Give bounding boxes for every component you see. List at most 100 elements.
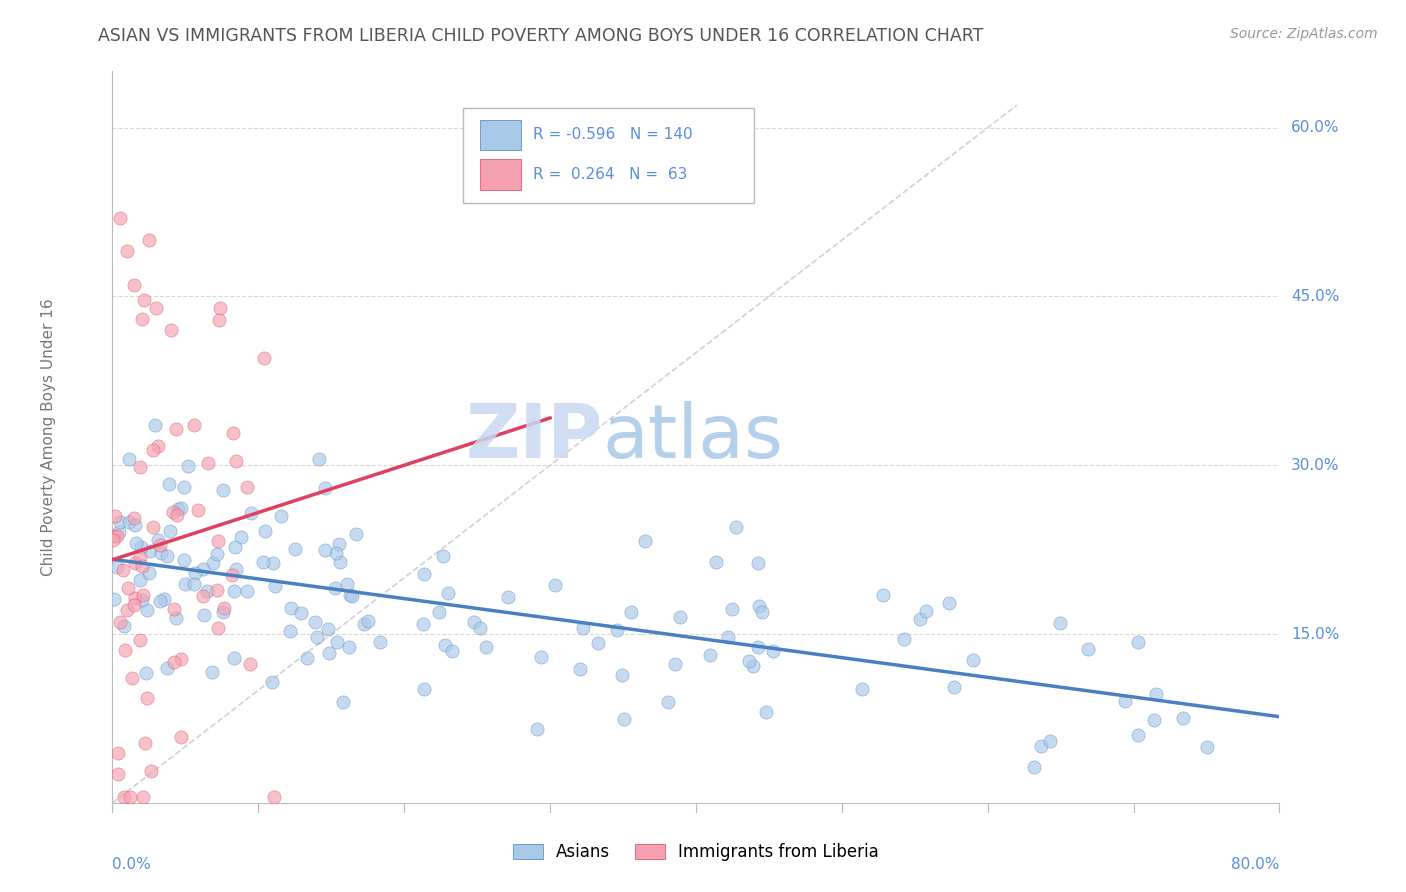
Point: [468, 621, 491, 635]
Point: [170, 500, 193, 515]
Point: [229, 530, 252, 544]
Point: [122, 511, 145, 525]
Text: atlas: atlas: [603, 401, 783, 474]
Point: [1029, 739, 1052, 753]
Point: [149, 594, 172, 608]
Point: [114, 643, 136, 657]
Point: [657, 695, 679, 709]
Point: [224, 583, 246, 598]
Text: Child Poverty Among Boys Under 16: Child Poverty Among Boys Under 16: [41, 298, 56, 576]
Text: 30.0%: 30.0%: [1291, 458, 1340, 473]
Point: [129, 549, 152, 564]
Point: [716, 631, 738, 645]
Point: [221, 568, 243, 582]
Point: [134, 736, 156, 750]
Point: [1126, 635, 1149, 649]
Point: [337, 640, 360, 655]
Point: [136, 691, 159, 706]
Point: [440, 644, 463, 658]
Point: [263, 790, 285, 805]
Point: [737, 655, 759, 669]
Point: [146, 439, 169, 453]
Point: [413, 566, 436, 581]
Point: [526, 723, 548, 737]
Point: [118, 452, 141, 467]
Point: [212, 600, 235, 615]
Point: [308, 451, 330, 466]
Text: R = -0.596   N = 140: R = -0.596 N = 140: [533, 128, 692, 143]
Point: [236, 583, 259, 598]
Point: [124, 278, 146, 293]
Point: [751, 605, 773, 619]
Point: [1144, 687, 1167, 701]
Point: [202, 557, 225, 571]
Point: [141, 520, 163, 534]
Point: [205, 582, 228, 597]
Point: [170, 730, 193, 744]
Point: [143, 418, 166, 433]
Point: [124, 517, 146, 532]
Point: [297, 650, 319, 665]
Point: [112, 618, 135, 632]
Point: [530, 649, 553, 664]
Point: [111, 563, 134, 577]
Point: [620, 605, 643, 619]
Point: [207, 547, 229, 561]
Point: [195, 584, 218, 599]
Point: [1143, 713, 1166, 727]
Point: [118, 515, 141, 529]
Point: [463, 615, 485, 629]
Point: [755, 706, 778, 720]
Point: [225, 562, 247, 576]
Point: [342, 589, 364, 603]
Point: [149, 546, 172, 560]
Point: [962, 653, 984, 667]
Point: [104, 509, 127, 524]
Point: [108, 524, 131, 539]
Point: [173, 480, 195, 494]
Point: [412, 617, 434, 632]
Point: [125, 535, 148, 549]
Point: [124, 556, 146, 570]
Point: [191, 561, 214, 575]
Point: [117, 581, 139, 595]
Text: 0.0%: 0.0%: [112, 857, 152, 871]
Point: [207, 621, 229, 635]
Point: [222, 650, 245, 665]
Point: [278, 624, 301, 638]
Point: [149, 538, 172, 552]
FancyBboxPatch shape: [463, 108, 755, 203]
Text: R =  0.264   N =  63: R = 0.264 N = 63: [533, 167, 688, 182]
Point: [135, 665, 157, 680]
Point: [748, 599, 770, 614]
Point: [329, 555, 352, 569]
Point: [254, 524, 277, 538]
Point: [107, 746, 129, 760]
Text: 60.0%: 60.0%: [1291, 120, 1340, 135]
Point: [208, 301, 231, 315]
Point: [325, 546, 347, 560]
Point: [318, 646, 340, 660]
Point: [159, 524, 181, 538]
Point: [1024, 760, 1046, 774]
Point: [187, 503, 209, 517]
Point: [747, 640, 769, 655]
Point: [162, 656, 184, 670]
Point: [1126, 729, 1149, 743]
Point: [166, 501, 188, 516]
Point: [224, 541, 246, 555]
Point: [207, 533, 229, 548]
Text: 15.0%: 15.0%: [1291, 626, 1340, 641]
Point: [112, 790, 135, 805]
Text: 45.0%: 45.0%: [1291, 289, 1340, 304]
Point: [121, 671, 143, 685]
Point: [1173, 711, 1195, 725]
Point: [368, 635, 391, 649]
Point: [264, 579, 287, 593]
Point: [138, 566, 160, 580]
Point: [706, 555, 728, 569]
Point: [183, 577, 205, 591]
Point: [664, 657, 686, 672]
Point: [212, 605, 235, 619]
Point: [353, 617, 375, 632]
